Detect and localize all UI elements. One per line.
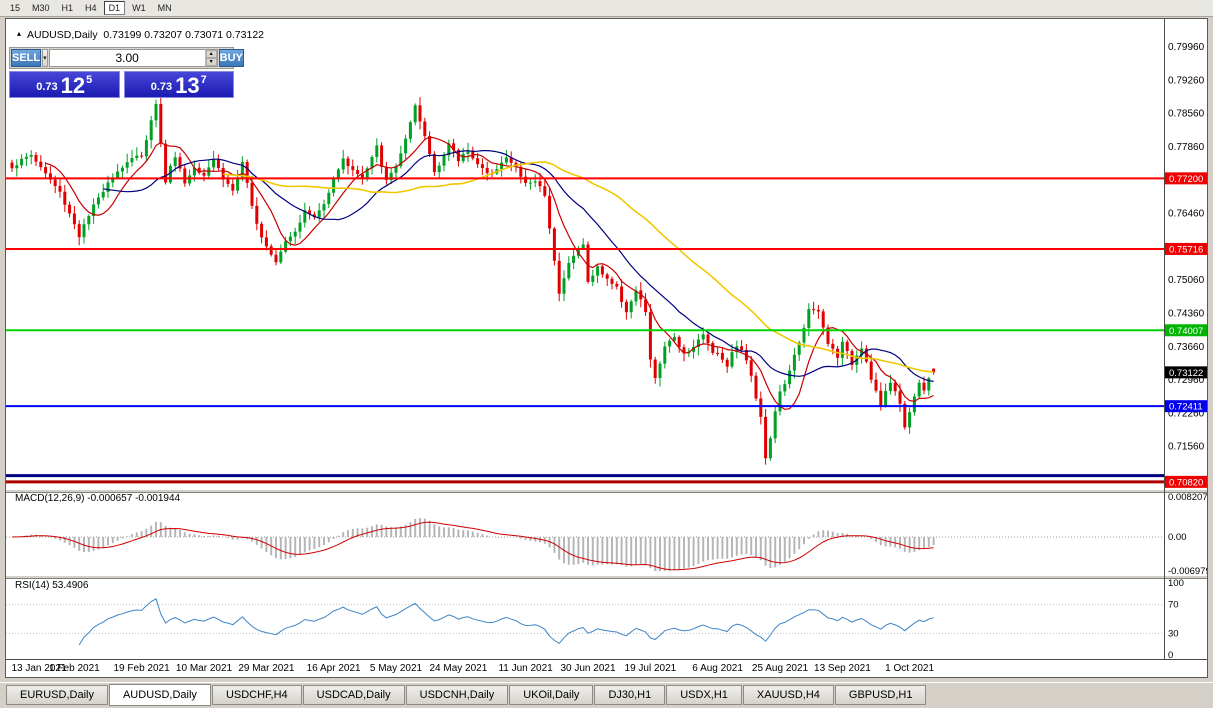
svg-text:0.73660: 0.73660 (1168, 342, 1205, 353)
svg-text:5 May 2021: 5 May 2021 (370, 663, 423, 674)
volume-up-button[interactable]: ▴ (205, 50, 217, 58)
volume-spinner: ▴ ▾ (204, 50, 217, 66)
svg-text:13 Jan 2021: 13 Jan 2021 (11, 663, 66, 674)
tab-dj30-h1[interactable]: DJ30,H1 (594, 685, 666, 705)
timeframe-h4-button[interactable]: H4 (80, 1, 102, 15)
svg-text:6 Aug 2021: 6 Aug 2021 (692, 663, 743, 674)
buy-button[interactable]: BUY (218, 49, 244, 67)
ask-price-display[interactable]: 0.73 13 7 (123, 71, 234, 98)
macd-label: MACD(12,26,9) -0.000657 -0.001944 (15, 493, 181, 504)
svg-text:0.76460: 0.76460 (1168, 209, 1205, 220)
tab-usdx-h1[interactable]: USDX,H1 (666, 685, 742, 705)
svg-text:0.72411: 0.72411 (1169, 402, 1203, 413)
spinner-down-icon: ▾ (209, 59, 213, 65)
svg-text:0.79260: 0.79260 (1168, 75, 1205, 86)
svg-text:0.73122: 0.73122 (1169, 368, 1203, 379)
svg-text:0.75060: 0.75060 (1168, 275, 1205, 286)
trade-controls-row: SELL ▾ ▴ ▾ BUY (9, 47, 244, 69)
one-click-panel-toggle[interactable]: ▴ (13, 28, 25, 40)
bid-price-pips: 12 (60, 73, 86, 98)
svg-text:19 Feb 2021: 19 Feb 2021 (114, 663, 171, 674)
svg-text:19 Jul 2021: 19 Jul 2021 (625, 663, 677, 674)
volume-input[interactable] (49, 50, 205, 66)
svg-text:100: 100 (1168, 578, 1184, 589)
svg-text:13 Sep 2021: 13 Sep 2021 (814, 663, 871, 674)
timeframe-m30-button[interactable]: M30 (27, 1, 55, 15)
svg-text:11 Jun 2021: 11 Jun 2021 (498, 663, 553, 674)
tab-usdcad-daily[interactable]: USDCAD,Daily (302, 685, 405, 705)
ask-price-point: 7 (200, 74, 207, 86)
tab-xauusd-h4[interactable]: XAUUSD,H4 (742, 685, 834, 705)
svg-text:1 Feb 2021: 1 Feb 2021 (49, 663, 100, 674)
svg-text:0.70820: 0.70820 (1169, 477, 1203, 488)
ask-price-prefix: 0.73 (150, 81, 173, 93)
timeframe-m15-button[interactable]: 15 (5, 1, 25, 15)
svg-text:30 Jun 2021: 30 Jun 2021 (560, 663, 615, 674)
svg-text:16 Apr 2021: 16 Apr 2021 (307, 663, 361, 674)
svg-text:0: 0 (1168, 650, 1173, 661)
volume-down-button[interactable]: ▾ (205, 58, 217, 66)
tab-ukoil-daily[interactable]: UKOil,Daily (509, 685, 594, 705)
svg-text:0.77200: 0.77200 (1169, 174, 1203, 185)
svg-text:0.71560: 0.71560 (1168, 442, 1205, 453)
tab-usdcnh-daily[interactable]: USDCNH,Daily (405, 685, 509, 705)
svg-text:0.72960: 0.72960 (1168, 375, 1205, 386)
ask-price-pips: 13 (175, 73, 200, 98)
svg-text:-0.006979: -0.006979 (1168, 566, 1207, 577)
quote-row: 0.73 12 5 0.73 13 7 (9, 71, 234, 98)
tab-usdchf-h4[interactable]: USDCHF,H4 (211, 685, 302, 705)
svg-text:0.008207: 0.008207 (1168, 492, 1207, 503)
volume-dropdown-button[interactable]: ▾ (42, 49, 48, 67)
chart-tab-bar: EURUSD,Daily AUDUSD,Daily USDCHF,H4 USDC… (0, 682, 1213, 708)
svg-text:0.74007: 0.74007 (1169, 326, 1203, 337)
chart-canvas[interactable]: 0.79960 0.79260 0.78560 0.77860 0.76460 0.750… (6, 19, 1207, 677)
tab-gbpusd-h1[interactable]: GBPUSD,H1 (834, 685, 927, 705)
timeframe-d1-button[interactable]: D1 (103, 1, 126, 15)
volume-field: ▴ ▾ (48, 49, 218, 67)
svg-text:0.79960: 0.79960 (1168, 42, 1205, 53)
sell-button[interactable]: SELL (11, 49, 42, 67)
spinner-up-icon: ▴ (209, 51, 213, 57)
svg-text:0.74360: 0.74360 (1168, 308, 1205, 319)
tab-audusd-daily[interactable]: AUDUSD,Daily (108, 684, 211, 706)
svg-text:0.72260: 0.72260 (1168, 408, 1205, 419)
chart-title-ohlc: AUDUSD,Daily 0.73199 0.73207 0.73071 0.7… (27, 29, 264, 41)
chart-window[interactable]: 0.79960 0.79260 0.78560 0.77860 0.76460 0.750… (5, 18, 1208, 678)
bid-price-display[interactable]: 0.73 12 5 (9, 71, 120, 98)
svg-text:25 Aug 2021: 25 Aug 2021 (752, 663, 809, 674)
svg-text:29 Mar 2021: 29 Mar 2021 (238, 663, 295, 674)
svg-text:1 Oct 2021: 1 Oct 2021 (885, 663, 934, 674)
bid-price-prefix: 0.73 (36, 81, 58, 93)
svg-text:24 May 2021: 24 May 2021 (429, 663, 487, 674)
svg-text:0.78560: 0.78560 (1168, 109, 1205, 120)
tab-eurusd-daily[interactable]: EURUSD,Daily (6, 685, 108, 705)
svg-text:70: 70 (1168, 600, 1179, 611)
rsi-label: RSI(14) 53.4906 (15, 580, 89, 591)
svg-text:0.75716: 0.75716 (1169, 244, 1203, 255)
timeframe-h1-button[interactable]: H1 (57, 1, 79, 15)
svg-text:10 Mar 2021: 10 Mar 2021 (176, 663, 233, 674)
timeframe-toolbar: 15 M30 H1 H4 D1 W1 MN (0, 0, 1213, 17)
svg-text:30: 30 (1168, 628, 1179, 639)
bid-price-point: 5 (86, 74, 93, 86)
svg-text:0.77860: 0.77860 (1168, 142, 1205, 153)
one-click-trading-panel: SELL ▾ ▴ ▾ BUY 0.73 12 5 (9, 47, 244, 98)
timeframe-mn-button[interactable]: MN (153, 1, 177, 15)
chevron-down-icon: ▾ (43, 55, 47, 62)
triangle-up-icon: ▴ (16, 29, 21, 38)
timeframe-w1-button[interactable]: W1 (127, 1, 151, 15)
svg-text:0.00: 0.00 (1168, 532, 1187, 543)
